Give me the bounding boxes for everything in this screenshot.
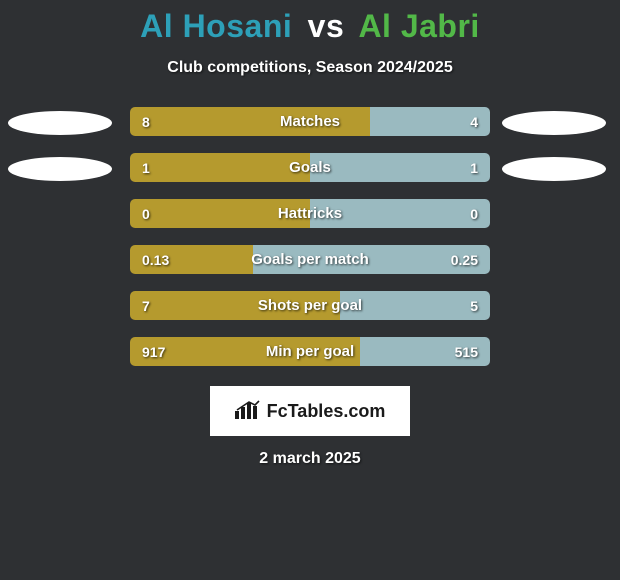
- stat-bar-left: [130, 153, 310, 182]
- player1-avatar-1: [8, 111, 112, 135]
- stat-row: Min per goal917515: [130, 337, 490, 366]
- stat-row: Shots per goal75: [130, 291, 490, 320]
- player2-avatar-2: [502, 157, 606, 181]
- stat-row: Goals11: [130, 153, 490, 182]
- stat-row: Matches84: [130, 107, 490, 136]
- branding-badge: FcTables.com: [210, 386, 410, 436]
- stat-bar-left: [130, 337, 360, 366]
- stat-bar-left: [130, 199, 310, 228]
- stat-bar-right: [340, 291, 490, 320]
- page-title: Al Hosani vs Al Jabri: [0, 8, 620, 45]
- stats-grid: Matches84 Goals11 Hattricks00 Goals per mat…: [8, 107, 612, 366]
- stat-bar-left: [130, 245, 253, 274]
- player2-avatar-1: [502, 111, 606, 135]
- player1-avatar-2: [8, 157, 112, 181]
- player2-name: Al Jabri: [358, 8, 479, 44]
- chart-icon: [235, 399, 261, 424]
- stat-bar-right: [370, 107, 490, 136]
- stat-bars: Matches84 Goals11 Hattricks00 Goals per mat…: [130, 107, 490, 366]
- player1-name: Al Hosani: [140, 8, 292, 44]
- stat-row: Hattricks00: [130, 199, 490, 228]
- left-avatar-column: [8, 107, 118, 366]
- stat-row: Goals per match0.130.25: [130, 245, 490, 274]
- stat-bar-right: [360, 337, 490, 366]
- comparison-card: Al Hosani vs Al Jabri Club competitions,…: [0, 0, 620, 468]
- stat-bar-right: [310, 153, 490, 182]
- right-avatar-column: [502, 107, 612, 366]
- stat-bar-right: [253, 245, 490, 274]
- footer-date: 2 march 2025: [0, 450, 620, 468]
- subtitle: Club competitions, Season 2024/2025: [0, 59, 620, 77]
- stat-bar-right: [310, 199, 490, 228]
- stat-bar-left: [130, 291, 340, 320]
- branding-text: FcTables.com: [267, 401, 386, 422]
- vs-text: vs: [308, 8, 345, 44]
- stat-bar-left: [130, 107, 370, 136]
